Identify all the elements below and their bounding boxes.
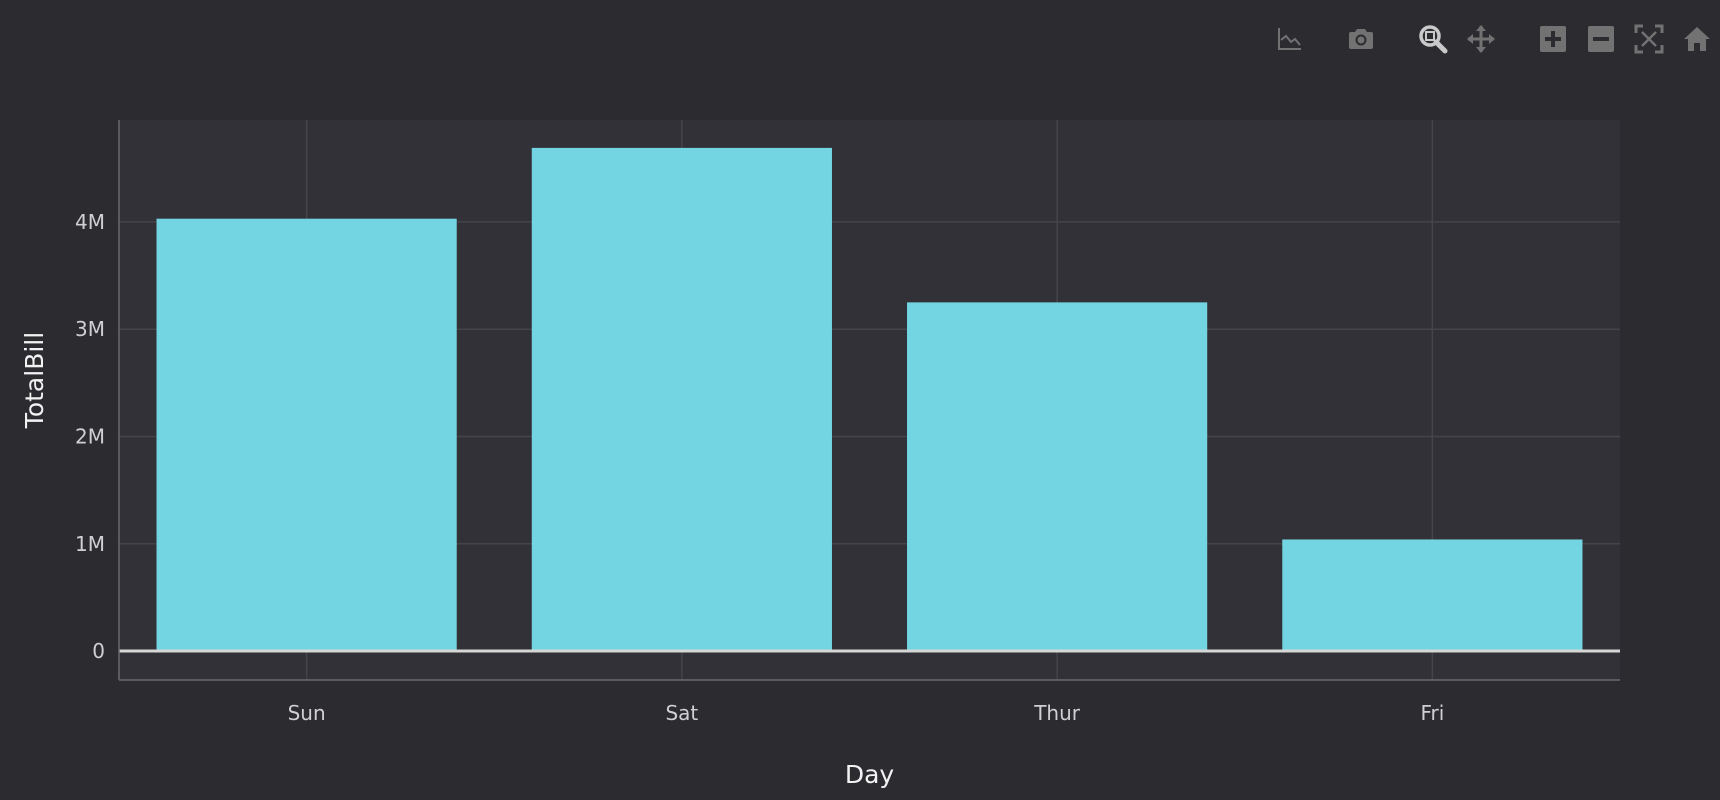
x-tick-label: Fri xyxy=(1420,701,1444,725)
zoom-in-icon xyxy=(1540,26,1566,52)
zoom-button[interactable] xyxy=(1416,22,1450,56)
zoom-out-icon xyxy=(1588,26,1614,52)
y-axis-title: TotalBill xyxy=(20,332,49,429)
x-tick-label: Thur xyxy=(1033,701,1081,725)
y-tick-label: 3M xyxy=(75,317,105,341)
reset-axes-button[interactable] xyxy=(1680,22,1714,56)
zoom-out-button[interactable] xyxy=(1584,22,1618,56)
bar[interactable] xyxy=(531,147,832,652)
y-tick-label: 2M xyxy=(75,424,105,448)
x-axis-title: Day xyxy=(845,760,895,789)
modebar-toolbar xyxy=(1258,18,1720,60)
pan-icon xyxy=(1467,25,1495,53)
x-tick-label: Sun xyxy=(288,701,326,725)
bar[interactable] xyxy=(1282,539,1583,652)
pan-button[interactable] xyxy=(1464,22,1498,56)
camera-icon xyxy=(1349,29,1373,49)
bar[interactable] xyxy=(907,302,1208,652)
y-tick-label: 4M xyxy=(75,210,105,234)
autoscale-icon xyxy=(1634,24,1664,54)
home-icon xyxy=(1684,27,1710,51)
zoom-icon xyxy=(1419,25,1448,54)
y-tick-label: 1M xyxy=(75,532,105,556)
zoom-in-button[interactable] xyxy=(1536,22,1570,56)
show-closest-data-button[interactable] xyxy=(1272,22,1306,56)
x-tick-label: Sat xyxy=(665,701,698,725)
y-tick-label: 0 xyxy=(92,639,105,663)
bar[interactable] xyxy=(156,218,457,652)
download-plot-button[interactable] xyxy=(1344,22,1378,56)
autoscale-button[interactable] xyxy=(1632,22,1666,56)
line-chart-icon xyxy=(1278,28,1301,50)
